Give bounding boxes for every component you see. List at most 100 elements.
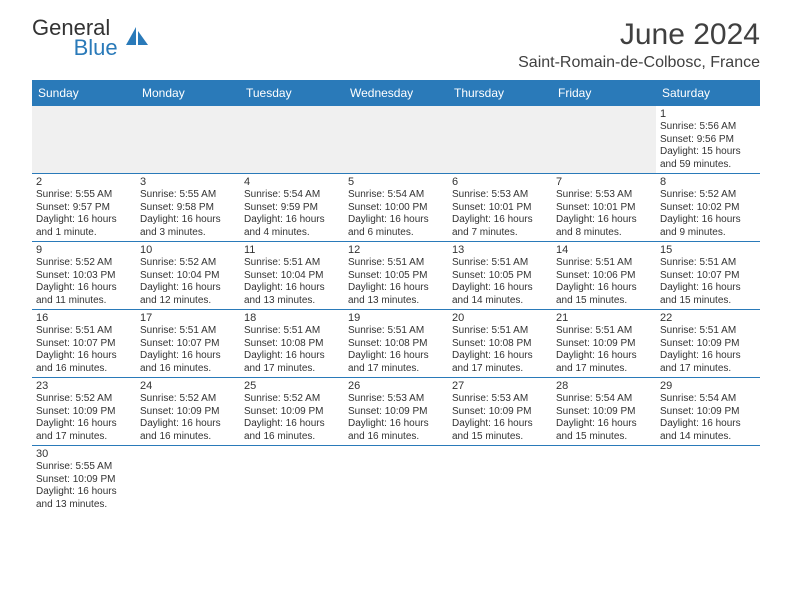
calendar-cell: 12Sunrise: 5:51 AMSunset: 10:05 PMDaylig… xyxy=(344,242,448,310)
day-info: Sunrise: 5:51 AMSunset: 10:08 PMDaylight… xyxy=(348,325,444,375)
calendar-cell: 9Sunrise: 5:52 AMSunset: 10:03 PMDayligh… xyxy=(32,242,136,310)
day-info: Sunrise: 5:51 AMSunset: 10:07 PMDaylight… xyxy=(140,325,236,375)
calendar-row: 16Sunrise: 5:51 AMSunset: 10:07 PMDaylig… xyxy=(32,310,760,378)
header: General GenBlue June 2024 Saint-Romain-d… xyxy=(0,0,792,80)
calendar-table: SundayMondayTuesdayWednesdayThursdayFrid… xyxy=(32,80,760,513)
day-number: 29 xyxy=(660,380,756,392)
calendar-cell: 13Sunrise: 5:51 AMSunset: 10:05 PMDaylig… xyxy=(448,242,552,310)
day-header: Sunday xyxy=(32,80,136,106)
calendar-cell: 17Sunrise: 5:51 AMSunset: 10:07 PMDaylig… xyxy=(136,310,240,378)
calendar-cell: 19Sunrise: 5:51 AMSunset: 10:08 PMDaylig… xyxy=(344,310,448,378)
day-number: 12 xyxy=(348,244,444,256)
day-number: 17 xyxy=(140,312,236,324)
calendar-cell xyxy=(552,106,656,174)
logo-text: General GenBlue xyxy=(32,18,118,58)
day-number: 26 xyxy=(348,380,444,392)
day-info: Sunrise: 5:51 AMSunset: 10:06 PMDaylight… xyxy=(556,257,652,307)
calendar-cell xyxy=(32,106,136,174)
day-header-row: SundayMondayTuesdayWednesdayThursdayFrid… xyxy=(32,80,760,106)
day-number: 10 xyxy=(140,244,236,256)
day-info: Sunrise: 5:52 AMSunset: 10:04 PMDaylight… xyxy=(140,257,236,307)
calendar-cell: 26Sunrise: 5:53 AMSunset: 10:09 PMDaylig… xyxy=(344,378,448,446)
day-number: 23 xyxy=(36,380,132,392)
location: Saint-Romain-de-Colbosc, France xyxy=(518,54,760,72)
calendar-cell: 5Sunrise: 5:54 AMSunset: 10:00 PMDayligh… xyxy=(344,174,448,242)
calendar-cell: 14Sunrise: 5:51 AMSunset: 10:06 PMDaylig… xyxy=(552,242,656,310)
calendar-cell: 22Sunrise: 5:51 AMSunset: 10:09 PMDaylig… xyxy=(656,310,760,378)
calendar-cell xyxy=(656,446,760,514)
day-info: Sunrise: 5:52 AMSunset: 10:09 PMDaylight… xyxy=(36,393,132,443)
calendar-cell xyxy=(240,106,344,174)
calendar-cell: 23Sunrise: 5:52 AMSunset: 10:09 PMDaylig… xyxy=(32,378,136,446)
calendar-row: 23Sunrise: 5:52 AMSunset: 10:09 PMDaylig… xyxy=(32,378,760,446)
calendar-cell xyxy=(448,106,552,174)
day-number: 14 xyxy=(556,244,652,256)
day-info: Sunrise: 5:51 AMSunset: 10:05 PMDaylight… xyxy=(452,257,548,307)
day-info: Sunrise: 5:52 AMSunset: 10:09 PMDaylight… xyxy=(244,393,340,443)
calendar-row: 9Sunrise: 5:52 AMSunset: 10:03 PMDayligh… xyxy=(32,242,760,310)
calendar-cell: 8Sunrise: 5:52 AMSunset: 10:02 PMDayligh… xyxy=(656,174,760,242)
calendar-cell: 29Sunrise: 5:54 AMSunset: 10:09 PMDaylig… xyxy=(656,378,760,446)
day-number: 11 xyxy=(244,244,340,256)
day-number: 16 xyxy=(36,312,132,324)
day-info: Sunrise: 5:54 AMSunset: 9:59 PMDaylight:… xyxy=(244,189,340,239)
calendar-row: 1Sunrise: 5:56 AMSunset: 9:56 PMDaylight… xyxy=(32,106,760,174)
day-number: 20 xyxy=(452,312,548,324)
day-info: Sunrise: 5:55 AMSunset: 10:09 PMDaylight… xyxy=(36,461,132,511)
day-number: 7 xyxy=(556,176,652,188)
calendar-cell xyxy=(448,446,552,514)
day-info: Sunrise: 5:51 AMSunset: 10:08 PMDaylight… xyxy=(244,325,340,375)
calendar-cell: 10Sunrise: 5:52 AMSunset: 10:04 PMDaylig… xyxy=(136,242,240,310)
day-number: 13 xyxy=(452,244,548,256)
calendar-cell: 2Sunrise: 5:55 AMSunset: 9:57 PMDaylight… xyxy=(32,174,136,242)
calendar-cell: 6Sunrise: 5:53 AMSunset: 10:01 PMDayligh… xyxy=(448,174,552,242)
day-info: Sunrise: 5:56 AMSunset: 9:56 PMDaylight:… xyxy=(660,121,756,171)
day-info: Sunrise: 5:55 AMSunset: 9:57 PMDaylight:… xyxy=(36,189,132,239)
day-info: Sunrise: 5:54 AMSunset: 10:09 PMDaylight… xyxy=(660,393,756,443)
day-info: Sunrise: 5:55 AMSunset: 9:58 PMDaylight:… xyxy=(140,189,236,239)
calendar-cell: 15Sunrise: 5:51 AMSunset: 10:07 PMDaylig… xyxy=(656,242,760,310)
calendar-cell: 28Sunrise: 5:54 AMSunset: 10:09 PMDaylig… xyxy=(552,378,656,446)
title-block: June 2024 Saint-Romain-de-Colbosc, Franc… xyxy=(518,18,760,72)
calendar-cell: 4Sunrise: 5:54 AMSunset: 9:59 PMDaylight… xyxy=(240,174,344,242)
calendar-cell: 16Sunrise: 5:51 AMSunset: 10:07 PMDaylig… xyxy=(32,310,136,378)
day-header: Wednesday xyxy=(344,80,448,106)
calendar-cell xyxy=(240,446,344,514)
day-number: 27 xyxy=(452,380,548,392)
calendar-cell xyxy=(344,446,448,514)
day-number: 4 xyxy=(244,176,340,188)
day-number: 9 xyxy=(36,244,132,256)
calendar-cell: 1Sunrise: 5:56 AMSunset: 9:56 PMDaylight… xyxy=(656,106,760,174)
month-title: June 2024 xyxy=(518,18,760,52)
day-number: 18 xyxy=(244,312,340,324)
day-number: 5 xyxy=(348,176,444,188)
day-number: 25 xyxy=(244,380,340,392)
calendar-cell xyxy=(136,446,240,514)
day-info: Sunrise: 5:52 AMSunset: 10:02 PMDaylight… xyxy=(660,189,756,239)
calendar-cell xyxy=(552,446,656,514)
day-header: Friday xyxy=(552,80,656,106)
day-number: 1 xyxy=(660,108,756,120)
day-number: 15 xyxy=(660,244,756,256)
calendar-cell xyxy=(344,106,448,174)
logo-part2: Blue xyxy=(74,35,118,60)
day-info: Sunrise: 5:51 AMSunset: 10:07 PMDaylight… xyxy=(36,325,132,375)
day-info: Sunrise: 5:54 AMSunset: 10:09 PMDaylight… xyxy=(556,393,652,443)
calendar-cell: 21Sunrise: 5:51 AMSunset: 10:09 PMDaylig… xyxy=(552,310,656,378)
day-info: Sunrise: 5:51 AMSunset: 10:09 PMDaylight… xyxy=(556,325,652,375)
calendar-cell: 25Sunrise: 5:52 AMSunset: 10:09 PMDaylig… xyxy=(240,378,344,446)
calendar-cell: 18Sunrise: 5:51 AMSunset: 10:08 PMDaylig… xyxy=(240,310,344,378)
day-info: Sunrise: 5:53 AMSunset: 10:01 PMDaylight… xyxy=(556,189,652,239)
day-number: 6 xyxy=(452,176,548,188)
calendar-cell: 7Sunrise: 5:53 AMSunset: 10:01 PMDayligh… xyxy=(552,174,656,242)
day-info: Sunrise: 5:51 AMSunset: 10:05 PMDaylight… xyxy=(348,257,444,307)
calendar-cell: 3Sunrise: 5:55 AMSunset: 9:58 PMDaylight… xyxy=(136,174,240,242)
logo: General GenBlue xyxy=(32,18,150,58)
day-info: Sunrise: 5:53 AMSunset: 10:09 PMDaylight… xyxy=(452,393,548,443)
day-header: Tuesday xyxy=(240,80,344,106)
day-number: 19 xyxy=(348,312,444,324)
day-info: Sunrise: 5:53 AMSunset: 10:09 PMDaylight… xyxy=(348,393,444,443)
day-number: 30 xyxy=(36,448,132,460)
day-header: Saturday xyxy=(656,80,760,106)
day-info: Sunrise: 5:52 AMSunset: 10:09 PMDaylight… xyxy=(140,393,236,443)
